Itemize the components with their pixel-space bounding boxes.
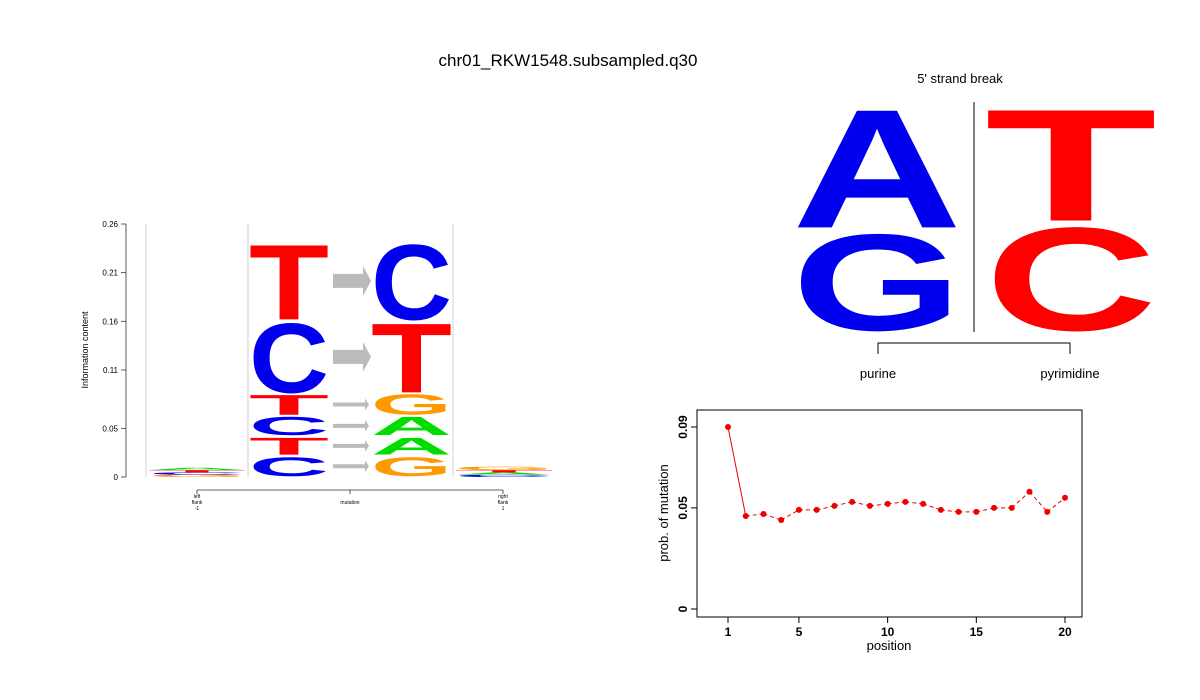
- strand-letter-C: C: [985, 197, 1157, 361]
- series-segment: [1046, 497, 1066, 513]
- y-axis-label: Information content: [80, 311, 90, 389]
- flank-letter-A: A: [454, 472, 554, 476]
- y-tick-label: 0.21: [102, 269, 118, 278]
- data-point: [937, 506, 944, 513]
- flank-letter-A: A: [148, 467, 246, 471]
- ref-letter-T: T: [249, 223, 329, 342]
- data-point: [795, 506, 802, 513]
- flank-letter-G: G: [454, 466, 554, 471]
- substitution-arrow: [333, 460, 369, 473]
- data-point: [991, 504, 998, 511]
- substitution-arrow: [333, 439, 369, 452]
- ref-letter-T: T: [249, 433, 329, 460]
- plot-frame: [696, 409, 1083, 618]
- alt-letter-G: G: [371, 452, 452, 482]
- alt-letter-A: A: [371, 433, 452, 460]
- x-tick-label: flank: [192, 500, 203, 506]
- bracket-line: [877, 342, 1071, 354]
- x-axis-label: position: [867, 638, 912, 653]
- purine-label: purine: [860, 366, 896, 381]
- flank-letter-T: T: [454, 469, 554, 473]
- strand-letter-A: A: [792, 74, 962, 263]
- y-axis-label: prob. of mutation: [656, 464, 671, 562]
- x-tick-label: mutation: [340, 500, 359, 506]
- substitution-arrow: [333, 419, 369, 432]
- data-point: [884, 500, 891, 507]
- data-point: [1008, 504, 1015, 511]
- flank-letter-G: G: [148, 474, 246, 478]
- ref-letter-T: T: [249, 389, 329, 421]
- y-tick-label: 0.26: [102, 220, 118, 229]
- data-point: [955, 508, 962, 515]
- data-point: [1062, 494, 1068, 501]
- ref-letter-C: C: [249, 452, 329, 482]
- strand-letter-G: G: [792, 206, 962, 360]
- substitution-arrow: [333, 265, 371, 296]
- alt-letter-T: T: [371, 303, 452, 414]
- data-point: [760, 510, 767, 517]
- data-point: [920, 500, 927, 507]
- strand-break-title: 5' strand break: [917, 71, 1003, 86]
- data-point: [742, 512, 749, 519]
- strand-letter-T: T: [985, 76, 1157, 255]
- data-point: [866, 502, 873, 509]
- series-segment: [922, 503, 942, 511]
- x-tick-label: -1: [195, 506, 200, 512]
- x-tick-label: 1: [725, 625, 732, 639]
- flank-letter-C: C: [148, 472, 246, 476]
- x-tick-label: left: [194, 494, 201, 500]
- alt-letter-A: A: [371, 412, 452, 441]
- data-point: [973, 508, 980, 515]
- substitution-arrow: [333, 398, 369, 411]
- series-segment: [780, 509, 800, 521]
- y-tick-label: 0: [676, 605, 690, 612]
- series-segment: [816, 505, 835, 511]
- data-point: [778, 517, 785, 524]
- y-tick-label: 0.16: [102, 317, 118, 326]
- y-tick-label: 0.09: [676, 415, 690, 439]
- data-point: [725, 424, 731, 430]
- series-segment: [976, 507, 995, 513]
- series-segment: [1011, 491, 1030, 509]
- data-point: [1044, 508, 1051, 515]
- alt-letter-C: C: [371, 224, 452, 343]
- data-point: [849, 498, 856, 505]
- series-segment: [852, 501, 871, 507]
- ref-letter-C: C: [249, 412, 329, 441]
- series-segment: [834, 501, 853, 507]
- flank-letter-C: C: [454, 474, 554, 478]
- x-tick-label: 15: [970, 625, 984, 639]
- y-tick-label: 0.05: [102, 424, 118, 433]
- flank-letter-T: T: [148, 469, 246, 473]
- x-tick-label: 10: [881, 625, 895, 639]
- ref-letter-C: C: [249, 304, 329, 414]
- x-tick-label: 5: [796, 625, 803, 639]
- y-tick-label: 0: [114, 473, 119, 482]
- figure-title: chr01_RKW1548.subsampled.q30: [439, 51, 698, 70]
- alt-letter-G: G: [371, 389, 452, 421]
- pyrimidine-label: pyrimidine: [1040, 366, 1099, 381]
- y-tick-label: 0.05: [676, 496, 690, 520]
- y-tick-label: 0.11: [103, 366, 119, 375]
- x-tick-label: 1: [502, 506, 505, 512]
- series-segment: [727, 426, 747, 517]
- x-tick-label: right: [498, 494, 508, 500]
- x-tick-label: flank: [498, 500, 509, 506]
- x-tick-label: 20: [1058, 625, 1072, 639]
- series-segment: [763, 513, 782, 521]
- data-point: [813, 506, 820, 513]
- data-point: [1026, 488, 1033, 495]
- data-point: [902, 498, 909, 505]
- mutation-logo-chart: 0 0.05 0.11 0.16 0.21 0.26 Information content…: [80, 220, 554, 512]
- data-point: [831, 502, 838, 509]
- series-segment: [1029, 491, 1048, 513]
- substitution-arrow: [333, 341, 371, 372]
